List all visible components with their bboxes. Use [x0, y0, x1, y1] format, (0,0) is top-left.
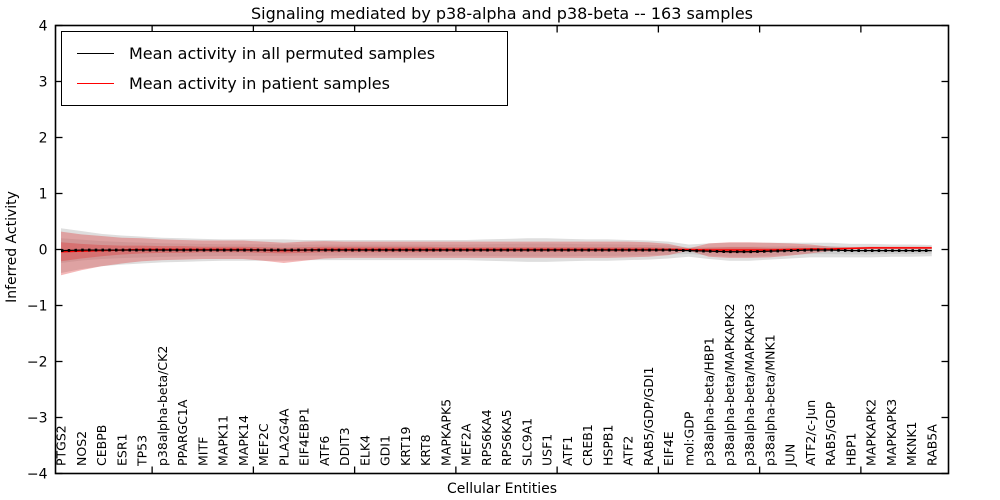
- legend-item-permuted: Mean activity in all permuted samples: [62, 38, 507, 68]
- x-category-label: EIF4EBP1: [297, 407, 312, 466]
- x-category-label: MITF: [195, 437, 210, 466]
- x-axis-title: Cellular Entities: [446, 481, 558, 497]
- y-tick-label: 3: [39, 75, 48, 91]
- x-category-label: p38alpha-beta/MAPKAPK3: [742, 304, 757, 467]
- x-category-label: RPS6KA5: [499, 409, 514, 466]
- x-category-label: MAPKAPK2: [864, 399, 879, 466]
- x-category-label: CEBPB: [94, 425, 109, 466]
- x-category-label: ELK4: [357, 435, 372, 466]
- band-patient-std: [61, 231, 932, 276]
- x-category-label: PLA2G4A: [276, 408, 291, 466]
- x-category-label: ATF1: [560, 436, 575, 466]
- x-category-label: KRT8: [418, 434, 433, 466]
- x-category-label: MAPKAPK3: [884, 399, 899, 466]
- permuted-mean-line: [60, 249, 932, 253]
- x-category-label: RAB5/GDP: [823, 401, 838, 466]
- x-category-label: PPARGC1A: [175, 399, 190, 466]
- legend-box: Mean activity in all permuted samples Me…: [61, 31, 508, 106]
- legend-item-patient: Mean activity in patient samples: [62, 68, 507, 98]
- legend-line-black-icon: [77, 52, 114, 54]
- x-category-label: MAPKAPK5: [438, 399, 453, 466]
- x-category-label: mol:GDP: [681, 411, 696, 466]
- x-category-label: KRT19: [398, 426, 413, 466]
- legend-label: Mean activity in patient samples: [129, 73, 390, 93]
- y-tick-label: 1: [39, 187, 48, 203]
- band-patient-inner: [61, 242, 932, 262]
- x-category-label: RAB5A: [924, 424, 939, 466]
- x-category-label: GDI1: [378, 435, 393, 466]
- y-tick-label: −2: [27, 355, 48, 371]
- x-category-label: JUN: [783, 444, 798, 467]
- y-tick-label: 2: [39, 131, 48, 147]
- y-tick-label: 0: [39, 243, 48, 259]
- x-category-label: ATF2/c-Jun: [803, 400, 818, 466]
- x-category-label: MAPK14: [236, 415, 251, 466]
- legend-label: Mean activity in all permuted samples: [129, 43, 436, 63]
- x-category-label: p38alpha-beta/MNK1: [762, 334, 777, 466]
- x-category-label: TP53: [135, 435, 150, 467]
- x-category-label: USF1: [540, 434, 555, 466]
- x-category-label: RPS6KA4: [479, 409, 494, 466]
- x-category-label: ESR1: [114, 434, 129, 466]
- x-category-label: ATF6: [317, 436, 332, 466]
- x-category-label: EIF4E: [661, 431, 676, 466]
- x-category-label: NOS2: [74, 431, 89, 466]
- x-category-label: p38alpha-beta/CK2: [155, 346, 170, 466]
- x-category-label: ATF2: [621, 436, 636, 466]
- legend-line-red-icon: [77, 82, 114, 84]
- y-tick-label: −1: [27, 299, 48, 315]
- x-category-label: MEF2C: [256, 423, 271, 466]
- x-category-label: RAB5/GDP/GDI1: [641, 367, 656, 466]
- x-category-label: MEF2A: [459, 423, 474, 466]
- y-tick-label: 4: [39, 19, 48, 35]
- x-category-label: DDIT3: [337, 427, 352, 466]
- x-category-label: HBP1: [843, 433, 858, 466]
- x-category-label: PTGS2: [54, 425, 69, 466]
- x-category-label: MKNK1: [904, 422, 919, 466]
- x-category-label: HSPB1: [600, 425, 615, 466]
- y-tick-label: −4: [27, 467, 48, 483]
- x-category-label: SLC9A1: [519, 418, 534, 466]
- x-category-label: p38alpha-beta/HBP1: [702, 337, 717, 466]
- x-category-label: CREB1: [580, 424, 595, 466]
- y-tick-label: −3: [27, 411, 48, 427]
- chart-title: Signaling mediated by p38-alpha and p38-…: [250, 4, 754, 23]
- x-category-label: p38alpha-beta/MAPKAPK2: [722, 304, 737, 467]
- x-category-label: MAPK11: [216, 415, 231, 466]
- y-axis-title: Inferred Activity: [4, 191, 20, 303]
